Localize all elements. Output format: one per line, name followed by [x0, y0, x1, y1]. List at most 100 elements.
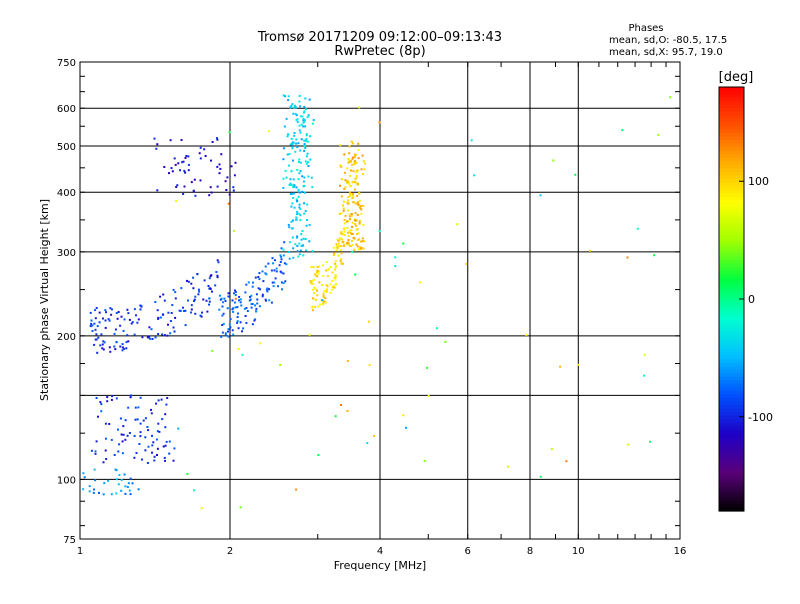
- colorbar-segment: [719, 200, 744, 205]
- data-point: [312, 309, 314, 312]
- data-point: [114, 328, 117, 331]
- data-point: [156, 309, 159, 312]
- data-point: [296, 213, 298, 216]
- data-point: [225, 189, 228, 191]
- colorbar-segment: [719, 461, 744, 466]
- data-point: [357, 149, 360, 152]
- data-point: [95, 440, 98, 443]
- data-point: [218, 172, 221, 175]
- data-point: [153, 137, 156, 140]
- data-point: [298, 172, 301, 175]
- data-point: [303, 212, 306, 215]
- data-point: [354, 212, 357, 214]
- data-point: [91, 330, 94, 332]
- data-point: [321, 299, 324, 302]
- y-tick-label: 600: [57, 104, 76, 115]
- data-point: [227, 335, 230, 338]
- colorbar-segment: [719, 454, 744, 459]
- data-point: [301, 115, 304, 118]
- data-point: [325, 290, 328, 293]
- stats-line-x: mean, sd,X: 95.7, 19.0: [609, 47, 723, 58]
- data-point: [93, 343, 96, 346]
- data-point: [125, 347, 128, 350]
- data-point: [304, 238, 307, 240]
- data-point: [362, 160, 365, 163]
- data-point: [194, 295, 197, 298]
- data-point: [361, 154, 364, 157]
- colorbar-segment: [719, 143, 744, 148]
- data-point: [323, 289, 326, 292]
- data-point: [218, 163, 221, 166]
- data-point: [105, 311, 107, 314]
- data-point: [257, 276, 260, 278]
- data-point: [311, 250, 314, 253]
- data-point: [82, 472, 85, 475]
- data-point: [354, 154, 357, 157]
- data-point: [228, 131, 231, 134]
- data-point: [113, 454, 116, 456]
- data-point: [137, 406, 140, 409]
- y-tick-label: 75: [63, 535, 76, 546]
- colorbar-segment: [719, 436, 744, 441]
- data-point: [236, 321, 239, 324]
- data-point: [169, 332, 172, 335]
- data-point: [346, 227, 349, 230]
- data-point: [113, 345, 116, 348]
- data-point: [358, 199, 361, 202]
- data-point: [174, 297, 177, 300]
- data-point: [148, 335, 151, 338]
- data-point: [150, 408, 152, 411]
- data-point: [126, 308, 129, 311]
- data-point: [258, 278, 261, 280]
- data-point: [331, 271, 334, 274]
- data-point: [358, 192, 361, 195]
- data-point: [326, 275, 329, 278]
- data-point: [144, 436, 147, 439]
- data-point: [303, 144, 306, 147]
- data-point: [136, 321, 139, 324]
- data-point: [305, 140, 307, 143]
- data-point: [165, 403, 168, 406]
- data-point: [352, 193, 354, 196]
- data-point: [295, 236, 298, 239]
- data-point: [626, 256, 629, 259]
- data-point: [234, 301, 236, 304]
- data-point: [346, 167, 349, 170]
- colorbar-segment: [719, 334, 744, 339]
- data-point: [292, 192, 295, 195]
- colorbar-segment: [719, 263, 744, 268]
- data-point: [322, 295, 325, 298]
- data-point: [627, 443, 630, 446]
- data-point: [120, 315, 123, 318]
- data-point: [340, 232, 343, 235]
- data-point: [355, 219, 358, 222]
- data-point: [325, 261, 328, 263]
- data-point: [279, 261, 282, 263]
- data-point: [182, 310, 185, 312]
- data-point: [279, 254, 282, 257]
- data-point: [256, 302, 259, 305]
- data-point: [291, 142, 293, 145]
- data-point: [131, 321, 134, 324]
- data-point: [347, 235, 350, 237]
- colorbar-segment: [719, 185, 744, 191]
- data-point: [108, 346, 111, 349]
- data-point: [302, 111, 305, 114]
- data-point: [241, 353, 244, 356]
- data-point: [293, 134, 296, 137]
- data-point: [298, 124, 301, 127]
- data-point: [340, 195, 343, 198]
- data-point: [291, 141, 294, 144]
- colorbar-segment: [719, 405, 744, 410]
- data-point: [314, 274, 317, 277]
- colorbar-segment: [719, 320, 744, 325]
- data-point: [348, 213, 351, 216]
- colorbar-segment: [719, 352, 744, 357]
- data-point: [168, 440, 171, 443]
- data-point: [149, 337, 152, 340]
- data-point: [167, 323, 169, 326]
- x-tick-label: 6: [465, 546, 471, 557]
- data-point: [234, 289, 236, 292]
- data-point: [346, 360, 349, 362]
- data-point: [290, 227, 293, 230]
